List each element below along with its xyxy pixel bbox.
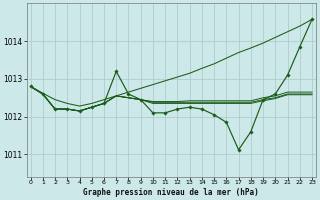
X-axis label: Graphe pression niveau de la mer (hPa): Graphe pression niveau de la mer (hPa) <box>84 188 259 197</box>
